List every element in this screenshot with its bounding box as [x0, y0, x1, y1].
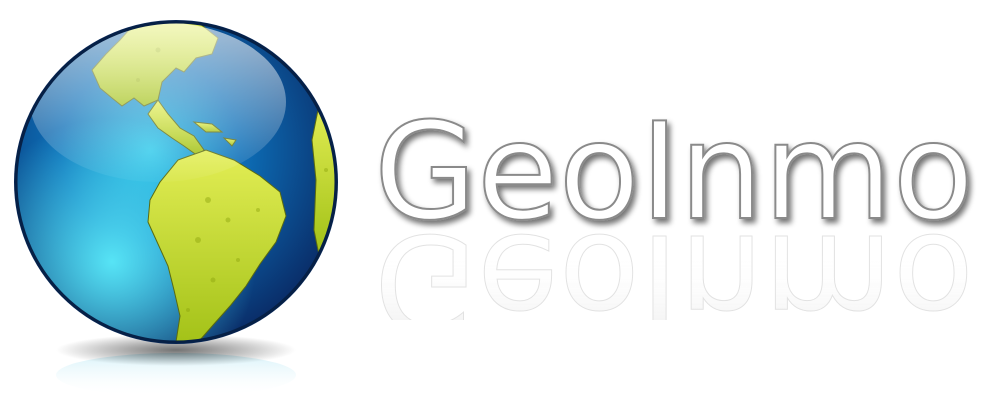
brand-wordmark: GeoInmo GeoInmo: [370, 100, 990, 320]
brand-name-reflection: GeoInmo: [374, 204, 974, 320]
globe-americas-icon: [8, 10, 348, 400]
